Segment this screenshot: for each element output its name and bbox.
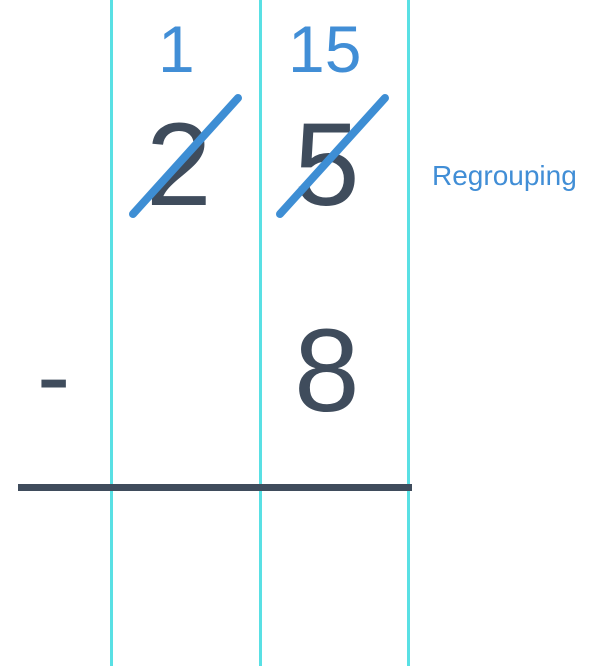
minus-sign: -: [37, 326, 70, 426]
minuend-ones: 5: [294, 106, 360, 224]
guide-line-3: [407, 0, 410, 666]
regrouping-label: Regrouping: [432, 160, 577, 192]
minuend-tens: 2: [146, 106, 212, 224]
equals-bar: [18, 484, 412, 491]
guide-line-1: [110, 0, 113, 666]
regroup-tens: 1: [158, 16, 195, 82]
regroup-ones: 15: [288, 16, 361, 82]
subtrahend-ones: 8: [294, 312, 360, 430]
guide-line-2: [259, 0, 262, 666]
